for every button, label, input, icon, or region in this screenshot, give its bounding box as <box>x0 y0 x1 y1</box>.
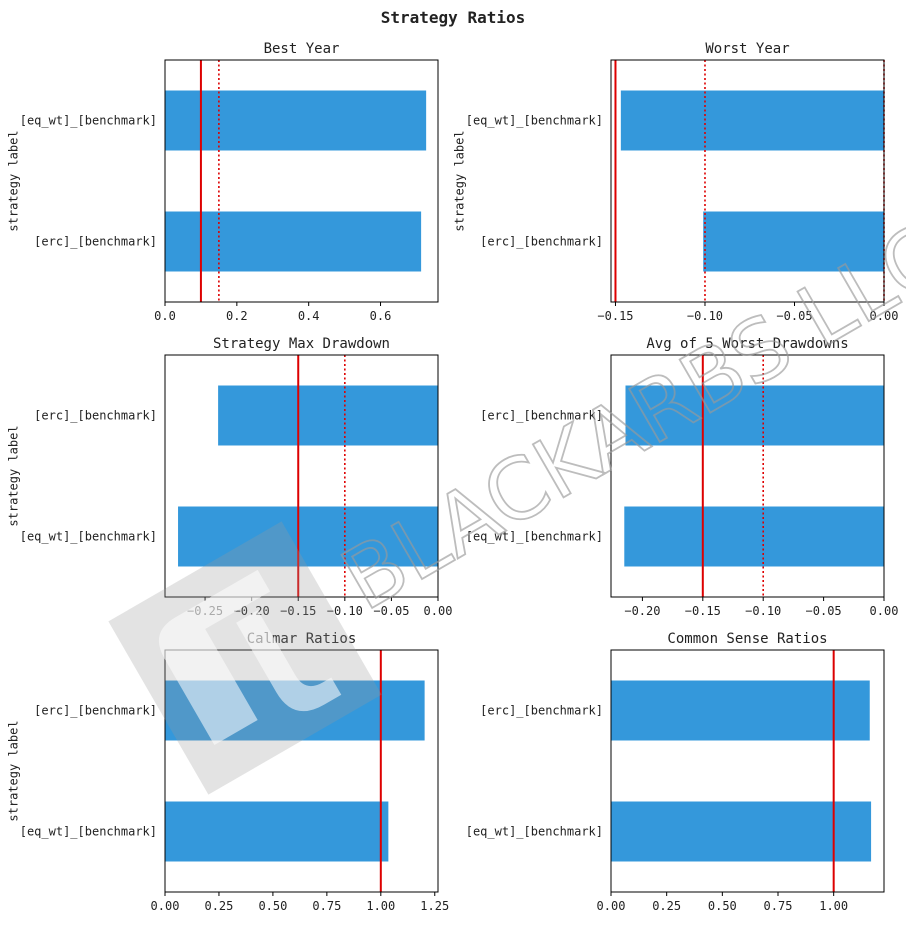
x-tick-label: 1.25 <box>420 899 449 913</box>
bar <box>611 680 870 741</box>
axes-frame <box>610 354 885 598</box>
x-tick-label: 0.6 <box>370 309 392 323</box>
bar <box>625 385 884 446</box>
x-tick-label: 0.00 <box>597 899 626 913</box>
axes-frame <box>610 649 885 893</box>
category-label: [eq_wt]_[benchmark] <box>20 530 157 544</box>
category-label: [erc]_[benchmark] <box>34 704 157 718</box>
y-axis-label: strategy label <box>453 130 467 231</box>
y-axis-label: strategy label <box>7 720 21 821</box>
subplot-title: Strategy Max Drawdown <box>213 336 390 352</box>
x-tick-label: 1.00 <box>366 899 395 913</box>
x-tick-label: 0.75 <box>312 899 341 913</box>
category-label: [erc]_[benchmark] <box>480 235 603 249</box>
subplot-2: [eq_wt]_[benchmark] [erc]_[benchmark] −0.1… <box>453 41 899 323</box>
bar <box>165 211 422 272</box>
x-tick-label: 0.00 <box>424 604 453 618</box>
x-tick-label: −0.10 <box>687 309 723 323</box>
x-tick-label: 0.2 <box>226 309 248 323</box>
y-axis-label: strategy label <box>7 425 21 526</box>
x-tick-label: −0.15 <box>280 604 316 618</box>
bar <box>703 211 884 272</box>
subplot-title: Calmar Ratios <box>247 631 357 647</box>
axes-frame <box>610 59 885 303</box>
category-label: [eq_wt]_[benchmark] <box>466 530 603 544</box>
x-tick-label: 0.50 <box>708 899 737 913</box>
bar <box>218 385 438 446</box>
category-label: [erc]_[benchmark] <box>480 704 603 718</box>
subplot-title: Common Sense Ratios <box>667 631 827 647</box>
x-tick-label: 0.0 <box>154 309 176 323</box>
x-tick-label: 0.4 <box>298 309 320 323</box>
figure-title: Strategy Ratios <box>381 8 526 27</box>
x-tick-label: −0.15 <box>597 309 633 323</box>
subplot-title: Best Year <box>264 41 340 57</box>
subplot-3: [erc]_[benchmark] [eq_wt]_[benchmark] −0.2… <box>7 336 453 618</box>
subplot-title: Avg of 5 Worst Drawdowns <box>646 336 848 352</box>
category-label: [eq_wt]_[benchmark] <box>466 114 603 128</box>
x-tick-label: 1.00 <box>819 899 848 913</box>
x-tick-label: 0.00 <box>870 604 899 618</box>
x-tick-label: 0.75 <box>764 899 793 913</box>
x-tick-label: −0.05 <box>373 604 409 618</box>
x-tick-label: 0.00 <box>151 899 180 913</box>
x-tick-label: 0.25 <box>652 899 681 913</box>
y-axis-label: strategy label <box>7 130 21 231</box>
bar <box>624 506 884 567</box>
subplot-1: [eq_wt]_[benchmark] [erc]_[benchmark] 0.0 0… <box>7 41 439 323</box>
x-tick-label: −0.25 <box>187 604 223 618</box>
category-label: [eq_wt]_[benchmark] <box>20 825 157 839</box>
bar <box>165 680 425 741</box>
bar <box>165 90 427 151</box>
x-tick-label: −0.10 <box>745 604 781 618</box>
axes-frame <box>164 354 439 598</box>
bar <box>611 801 872 862</box>
subplot-4: [erc]_[benchmark] [eq_wt]_[benchmark] −0.2… <box>466 336 899 618</box>
x-tick-label: −0.05 <box>776 309 812 323</box>
x-tick-label: −0.20 <box>624 604 660 618</box>
x-tick-label: −0.20 <box>234 604 270 618</box>
category-label: [eq_wt]_[benchmark] <box>20 114 157 128</box>
x-tick-label: −0.10 <box>327 604 363 618</box>
category-label: [erc]_[benchmark] <box>34 409 157 423</box>
category-label: [erc]_[benchmark] <box>480 409 603 423</box>
bar <box>620 90 884 151</box>
subplot-6: [erc]_[benchmark] [eq_wt]_[benchmark] 0.00… <box>466 631 885 913</box>
x-tick-label: 0.50 <box>258 899 287 913</box>
x-tick-label: −0.15 <box>685 604 721 618</box>
x-tick-label: −0.05 <box>806 604 842 618</box>
axes-frame <box>164 59 439 303</box>
category-label: [erc]_[benchmark] <box>34 235 157 249</box>
bar <box>165 801 389 862</box>
x-tick-label: 0.25 <box>204 899 233 913</box>
bar <box>178 506 438 567</box>
x-tick-label: 0.00 <box>870 309 899 323</box>
subplot-title: Worst Year <box>705 41 789 57</box>
subplot-5: [erc]_[benchmark] [eq_wt]_[benchmark] 0.00… <box>7 631 450 913</box>
category-label: [eq_wt]_[benchmark] <box>466 825 603 839</box>
